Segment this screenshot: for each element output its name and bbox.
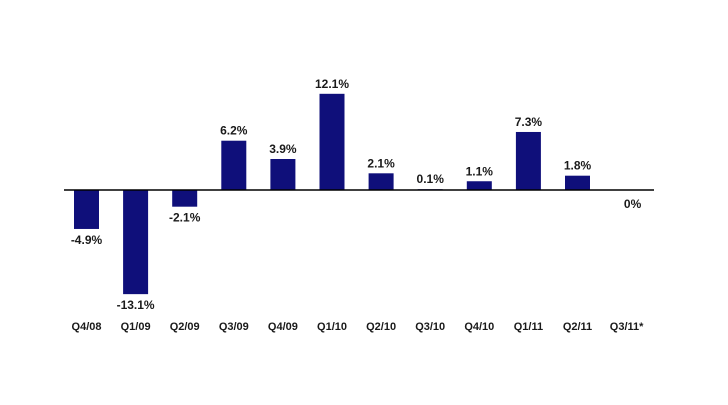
x-tick-label-q408: Q4/08: [72, 321, 102, 333]
labels-layer: -4.9% -13.1% -2.1% 6.2% 3.9% 12.1% 2.1% 0.1% 1.1…: [71, 77, 642, 312]
x-tick-label-q111: Q1/11: [514, 321, 543, 333]
bar-q109: [123, 190, 149, 295]
data-label-q210: 2.1%: [367, 156, 395, 170]
data-label-q409: 3.9%: [269, 142, 297, 156]
bar-q408: [74, 190, 99, 229]
bar-q410: [466, 181, 492, 190]
bar-q210: [368, 173, 394, 190]
data-label-q310: 0.1%: [417, 172, 445, 186]
bar-q110: [319, 93, 345, 190]
x-tick-label-q210: Q2/10: [366, 321, 396, 333]
data-label-q309: 6.2%: [220, 124, 248, 138]
x-tick-label-q410: Q4/10: [464, 321, 494, 333]
x-tick-label-q310: Q3/10: [415, 321, 445, 333]
x-tick-label-q309: Q3/09: [219, 321, 249, 333]
bar-q211: [565, 175, 590, 190]
data-label-q111: 7.3%: [515, 115, 543, 129]
data-label-q410: 1.1%: [466, 164, 494, 178]
bar-q111: [515, 131, 541, 190]
x-tick-label-q209: Q2/09: [170, 321, 200, 333]
x-tick-label-q211: Q2/11: [563, 321, 592, 333]
x-tick-label-q110: Q1/10: [317, 321, 347, 333]
data-label-q110: 12.1%: [315, 77, 349, 91]
data-label-q211: 1.8%: [564, 159, 592, 173]
ticks-layer: Q4/08 Q1/09 Q2/09 Q3/09 Q4/09 Q1/10 Q2/10 Q3/10…: [72, 321, 645, 333]
bars-layer: [74, 93, 590, 295]
x-tick-label-q311: Q3/11*: [610, 321, 644, 333]
data-label-q408: -4.9%: [71, 233, 103, 247]
data-label-q209: -2.1%: [169, 211, 201, 225]
x-tick-label-q109: Q1/09: [121, 321, 151, 333]
data-label-q109: -13.1%: [117, 298, 155, 312]
x-tick-label-q409: Q4/09: [268, 321, 298, 333]
bar-q309: [221, 140, 247, 190]
data-label-q311: 0%: [624, 197, 642, 211]
bar-q209: [172, 190, 198, 207]
bar-q409: [270, 159, 296, 190]
